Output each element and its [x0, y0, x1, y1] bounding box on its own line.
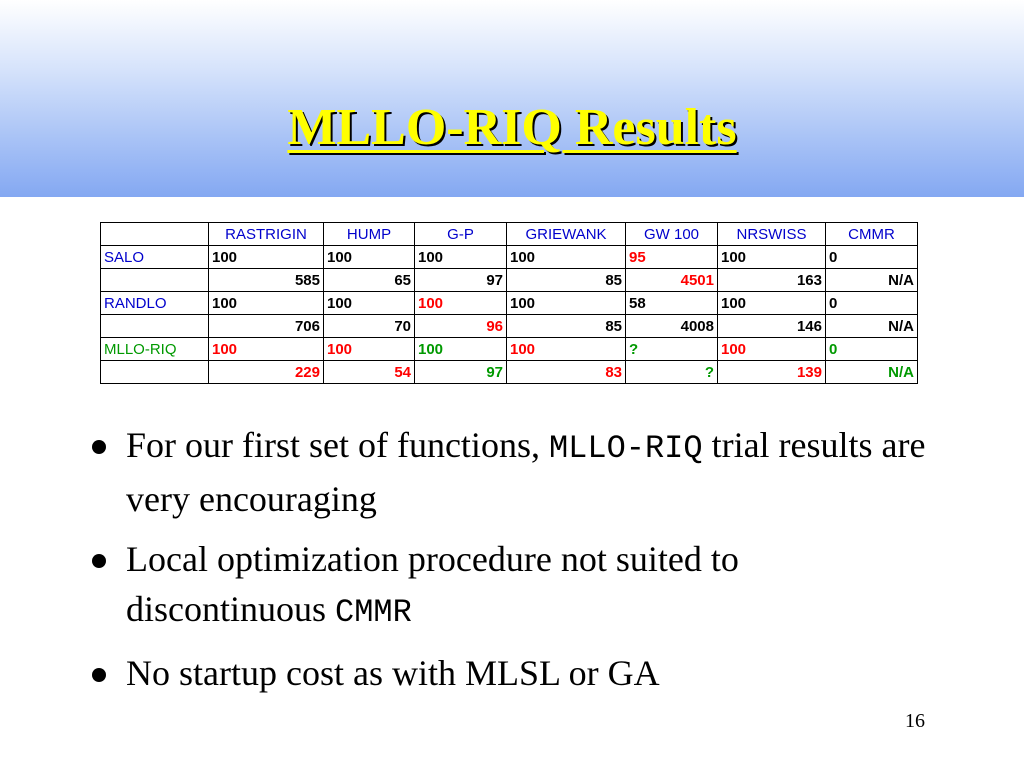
table-cell: 65: [323, 268, 415, 292]
table-row-label: [100, 268, 209, 292]
table-header-cell: [100, 222, 209, 246]
table-header-cell: NRSWISS: [717, 222, 826, 246]
table-header-cell: RASTRIGIN: [208, 222, 324, 246]
table-cell: 100: [506, 291, 626, 315]
table-cell: 4501: [625, 268, 718, 292]
table-header-cell: GRIEWANK: [506, 222, 626, 246]
bullet-dot-icon: [92, 554, 106, 568]
table-cell: 0: [825, 245, 918, 269]
bullet-dot-icon: [92, 668, 106, 682]
table-cell: 100: [323, 337, 415, 361]
table-cell: 100: [717, 245, 826, 269]
table-cell: ?: [625, 360, 718, 384]
table-body: SALO 100 100 100 100 95 100 0 585 65 97 85 4501 163 N/…: [100, 245, 918, 384]
table-cell: 97: [414, 360, 507, 384]
bullet-item: No startup cost as with MLSL or GA: [88, 648, 928, 702]
table-cell: 100: [414, 245, 507, 269]
table-cell: 54: [323, 360, 415, 384]
table-cell: 163: [717, 268, 826, 292]
bullet-text: No startup cost as with MLSL or GA: [126, 653, 660, 693]
table-cell: 97: [414, 268, 507, 292]
table-cell: N/A: [825, 314, 918, 338]
bullet-dot-icon: [92, 440, 106, 454]
table-cell: 100: [323, 245, 415, 269]
table-cell: 85: [506, 268, 626, 292]
bullet-code-text: MLLO-RIQ: [548, 430, 703, 467]
table-header-cell: CMMR: [825, 222, 918, 246]
table-row-label: [100, 314, 209, 338]
table-header-cell: G-P: [414, 222, 507, 246]
table-cell: 100: [717, 337, 826, 361]
table-row: 706 70 96 85 4008 146 N/A: [100, 314, 918, 338]
bullet-text: trial results are very encouraging: [126, 425, 926, 519]
table-cell: 85: [506, 314, 626, 338]
table-cell: 146: [717, 314, 826, 338]
table-header-cell: GW 100: [625, 222, 718, 246]
table-cell: 100: [414, 291, 507, 315]
table-cell: 95: [625, 245, 718, 269]
table-row-label: [100, 360, 209, 384]
table-row-label: RANDLO: [100, 291, 209, 315]
table-row-label: SALO: [100, 245, 209, 269]
table-row: RANDLO 100 100 100 100 58 100 0: [100, 291, 918, 315]
table-row: MLLO-RIQ 100 100 100 100? 100 0: [100, 337, 918, 361]
table-row: SALO 100 100 100 100 95 100 0: [100, 245, 918, 269]
table-cell: 100: [208, 291, 324, 315]
table-cell: 585: [208, 268, 324, 292]
table-cell: 58: [625, 291, 718, 315]
table-cell: 100: [506, 337, 626, 361]
table-cell: 0: [825, 337, 918, 361]
table-cell: 100: [414, 337, 507, 361]
table-cell: 100: [506, 245, 626, 269]
table-cell: 96: [414, 314, 507, 338]
table-cell: 706: [208, 314, 324, 338]
slide-title: MLLO-RIQ Results: [287, 99, 737, 156]
page-number: 16: [905, 710, 925, 732]
bullet-text: For our first set of functions,: [126, 425, 549, 465]
bullet-text: Local optimization procedure not suited …: [126, 539, 739, 629]
table-row: 585 65 97 85 4501 163 N/A: [100, 268, 918, 292]
table-cell: N/A: [825, 268, 918, 292]
table-cell: N/A: [825, 360, 918, 384]
bullet-item: Local optimization procedure not suited …: [88, 534, 928, 638]
bullet-item: For our first set of functions, MLLO-RIQ…: [88, 420, 928, 524]
table-row: 229 54 97 83? 139 N/A: [100, 360, 918, 384]
table-row-label: MLLO-RIQ: [100, 337, 209, 361]
table-cell: 229: [208, 360, 324, 384]
results-table: RASTRIGIN HUMP G-P GRIEWANK GW 100 NRSWI…: [100, 222, 918, 384]
table-cell: 83: [506, 360, 626, 384]
table-header-cell: HUMP: [323, 222, 415, 246]
table-cell: 100: [717, 291, 826, 315]
table-cell: 4008: [625, 314, 718, 338]
bullet-list: For our first set of functions, MLLO-RIQ…: [88, 420, 928, 712]
table-cell: 139: [717, 360, 826, 384]
table-header-row: RASTRIGIN HUMP G-P GRIEWANK GW 100 NRSWI…: [100, 222, 918, 246]
table-cell: ?: [625, 337, 718, 361]
table-cell: 100: [323, 291, 415, 315]
table-cell: 100: [208, 245, 324, 269]
slide-header-band: [0, 0, 1024, 197]
table-cell: 70: [323, 314, 415, 338]
bullet-code-text: CMMR: [335, 594, 412, 631]
table-cell: 0: [825, 291, 918, 315]
table-cell: 100: [208, 337, 324, 361]
